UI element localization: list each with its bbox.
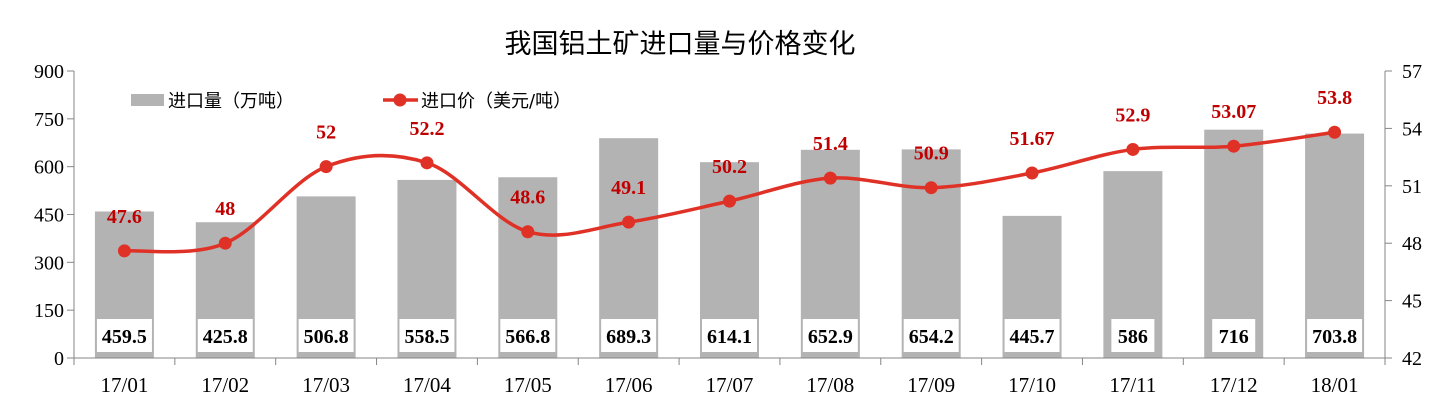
legend-line-marker: [393, 93, 407, 107]
x-tick-label: 17/12: [1210, 373, 1258, 397]
y-right-tick-label: 57: [1402, 61, 1422, 83]
price-value-label: 53.07: [1211, 101, 1256, 123]
price-point: [117, 244, 131, 258]
y-left-tick-label: 750: [34, 109, 64, 131]
x-tick-label: 17/09: [907, 373, 955, 397]
price-point: [521, 225, 535, 239]
price-value-label: 52: [316, 122, 336, 144]
y-right-tick-label: 51: [1402, 176, 1422, 198]
price-point: [1328, 125, 1342, 139]
price-value-label: 52.9: [1115, 104, 1150, 126]
bar-label-background: [1307, 319, 1363, 352]
x-tick-label: 17/11: [1109, 373, 1156, 397]
price-point: [1126, 142, 1140, 156]
bar-value-label: 614.1: [707, 326, 752, 348]
price-point: [1227, 139, 1241, 153]
x-tick-label: 17/03: [302, 373, 350, 397]
price-value-label: 53.8: [1317, 87, 1352, 109]
bar-label-background: [903, 319, 959, 352]
y-left-tick-label: 900: [34, 61, 64, 83]
y-left-tick-label: 0: [54, 348, 64, 370]
bar-label-background: [601, 319, 657, 352]
bar-value-label: 506.8: [304, 326, 349, 348]
legend-line-label: 进口价（美元/吨）: [421, 91, 571, 112]
bar-value-label: 586: [1118, 326, 1148, 348]
bar-label-background: [298, 319, 354, 352]
y-right-tick-label: 54: [1402, 118, 1422, 140]
y-left-tick-label: 450: [34, 205, 64, 227]
bar-value-label: 703.8: [1312, 326, 1357, 348]
x-tick-label: 17/08: [806, 373, 854, 397]
price-point: [823, 171, 837, 185]
price-value-label: 50.9: [914, 143, 949, 165]
price-point: [420, 156, 434, 170]
x-tick-label: 17/10: [1008, 373, 1056, 397]
bar-label-background: [702, 319, 757, 352]
price-value-label: 50.2: [712, 156, 747, 178]
y-left-tick-label: 300: [34, 252, 64, 274]
x-tick-label: 17/04: [403, 373, 451, 397]
bar-label-background: [1212, 319, 1256, 352]
x-tick-label: 17/02: [201, 373, 249, 397]
price-point: [723, 194, 736, 208]
price-value-label: 48.6: [510, 187, 545, 209]
y-left-tick-label: 150: [34, 300, 64, 322]
bar-label-background: [399, 319, 455, 352]
bar-label-background: [1004, 319, 1060, 352]
bar-value-label: 566.8: [505, 326, 550, 348]
x-tick-label: 17/05: [504, 373, 552, 397]
price-point: [1025, 166, 1039, 180]
price-point: [319, 160, 333, 174]
bar-value-label: 425.8: [203, 326, 248, 348]
y-right-tick-label: 42: [1402, 348, 1422, 370]
x-tick-label: 18/01: [1311, 373, 1359, 397]
bar-label-background: [96, 319, 152, 352]
bar-value-label: 652.9: [808, 326, 853, 348]
x-tick-label: 17/07: [706, 373, 754, 397]
legend-bar-label: 进口量（万吨）: [168, 91, 294, 112]
bar-label-background: [500, 319, 556, 352]
bar-value-label: 654.2: [909, 326, 954, 348]
price-value-label: 47.6: [107, 206, 142, 228]
price-value-label: 51.67: [1010, 128, 1055, 150]
price-value-label: 49.1: [611, 177, 646, 199]
y-left-tick-label: 600: [34, 157, 64, 179]
y-right-tick-label: 45: [1402, 291, 1422, 313]
price-point: [218, 236, 232, 250]
chart-title: 我国铝土矿进口量与价格变化: [504, 29, 856, 60]
x-tick-label: 17/06: [605, 373, 653, 397]
price-point: [924, 181, 938, 195]
price-value-label: 48: [215, 198, 235, 220]
bar-value-label: 445.7: [1010, 326, 1055, 348]
bar-value-label: 716: [1219, 326, 1249, 348]
bar-value-label: 459.5: [102, 326, 147, 348]
legend-bar-swatch: [131, 94, 164, 106]
bar-value-label: 689.3: [606, 326, 651, 348]
bar-label-background: [197, 319, 253, 352]
bar-value-label: 558.5: [404, 326, 449, 348]
x-tick-label: 17/01: [101, 373, 149, 397]
price-value-label: 51.4: [813, 133, 848, 155]
price-value-label: 52.2: [409, 118, 444, 140]
bar-label-background: [1111, 319, 1155, 352]
bar-label-background: [802, 319, 858, 352]
price-point: [622, 215, 636, 229]
y-right-tick-label: 48: [1402, 233, 1422, 255]
